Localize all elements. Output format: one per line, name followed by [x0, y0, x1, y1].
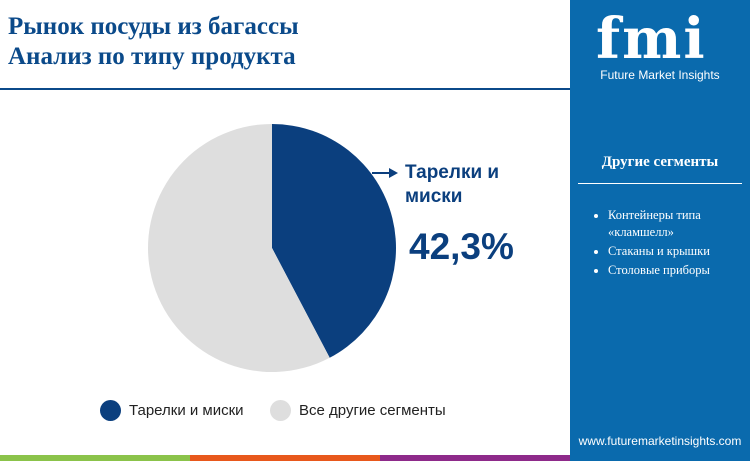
footer-bar-purple [380, 455, 570, 461]
fmi-logo: fmi [596, 6, 707, 72]
legend-dot [270, 400, 291, 421]
page-title: Рынок посуды из багассы Анализ по типу пр… [8, 12, 299, 72]
segment-item: Стаканы и крышки [608, 243, 738, 260]
legend-dot [100, 400, 121, 421]
other-segments-title: Другие сегменты [601, 154, 719, 170]
legend-label: Все другие сегменты [299, 402, 446, 419]
sidebar: fmi Future Market Insights Другие сегмен… [570, 0, 750, 461]
segment-item: Контейнеры типа «кламшелл» [608, 207, 738, 241]
title-line-1: Рынок посуды из багассы [8, 13, 299, 40]
title-divider [0, 88, 570, 90]
legend-item-plates: Тарелки и миски [100, 400, 244, 421]
footer-bar-orange [190, 455, 380, 461]
segment-item: Столовые приборы [608, 262, 738, 279]
website-url[interactable]: www.futuremarketinsights.com [578, 434, 742, 448]
legend-item-other: Все другие сегменты [270, 400, 446, 421]
callout-value: 42,3% [409, 226, 514, 267]
brand-name: Future Market Insights [600, 68, 720, 82]
callout-arrow-icon [389, 168, 398, 178]
pie-slice-plates-bowls [272, 124, 397, 358]
pie-chart [148, 124, 398, 372]
segments-divider [578, 183, 742, 184]
title-line-2: Анализ по типу продукта [8, 43, 296, 70]
footer-bar-green [0, 455, 190, 461]
segments-list: Контейнеры типа «кламшелл» Стаканы и кры… [594, 207, 738, 281]
pie-slice-other-segments [148, 124, 330, 372]
legend-label: Тарелки и миски [129, 402, 244, 419]
callout-label: Тарелки и миски [405, 162, 500, 207]
